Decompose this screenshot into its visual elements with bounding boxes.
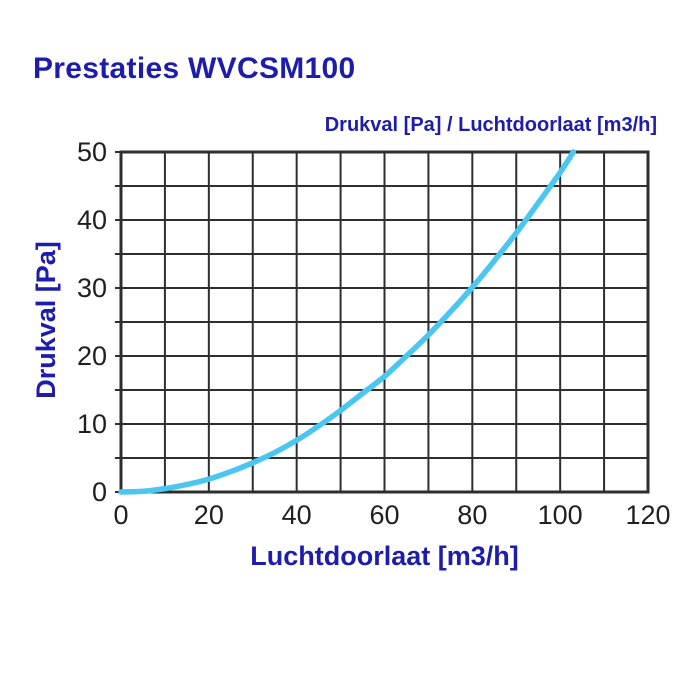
x-tick-label: 120 (625, 500, 670, 530)
plot-area: 0 10 20 30 40 50 0 20 40 60 80 100 120 (77, 140, 671, 530)
chart-subtitle: Drukval [Pa] / Luchtdoorlaat [m3/h] (324, 114, 657, 136)
y-tick-label: 30 (77, 273, 107, 303)
x-tick-label: 40 (282, 500, 312, 530)
x-tick-label: 20 (194, 500, 224, 530)
x-tick-label: 60 (369, 500, 399, 530)
x-tick-label: 80 (457, 500, 487, 530)
y-tick-label: 40 (77, 205, 107, 235)
plot-border (119, 150, 650, 494)
y-tick-label: 10 (77, 409, 107, 439)
y-tick-label: 0 (92, 477, 107, 507)
page-title: Prestaties WVCSM100 (33, 52, 356, 85)
y-tick-label: 20 (77, 341, 107, 371)
y-tick-label: 50 (77, 140, 107, 167)
performance-curve (118, 149, 577, 495)
x-tick-label: 100 (538, 500, 583, 530)
x-tick-label: 0 (113, 500, 128, 530)
x-axis-title: Luchtdoorlaat [m3/h] (250, 541, 519, 571)
